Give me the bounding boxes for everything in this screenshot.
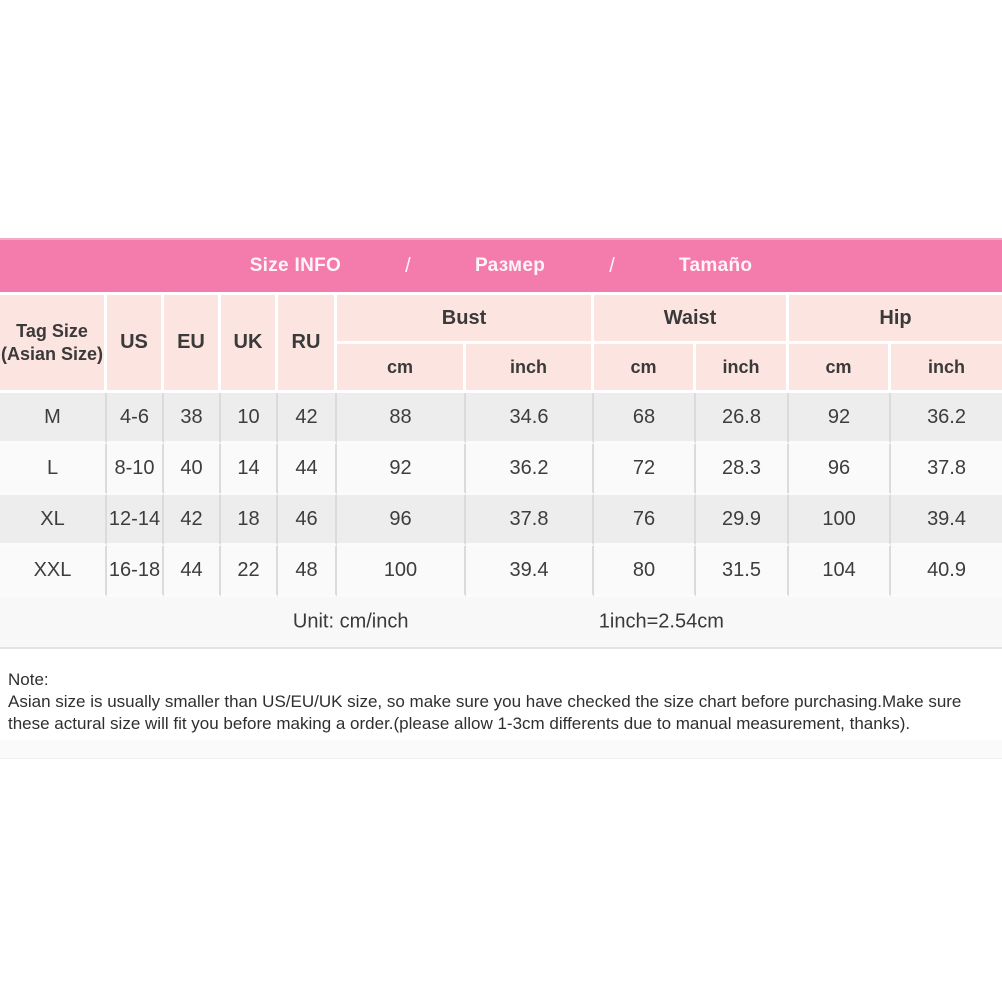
cell-bust-cm: 96 xyxy=(337,495,466,546)
group-header-hip: Hip xyxy=(789,295,1002,344)
cell-hip-cm: 92 xyxy=(789,393,892,444)
inch-conversion-label: 1inch=2.54cm xyxy=(598,610,724,633)
cell-tag: M xyxy=(0,393,107,444)
cell-uk: 22 xyxy=(221,546,278,597)
cell-ru: 42 xyxy=(278,393,337,444)
cell-uk: 10 xyxy=(221,393,278,444)
size-chart-block: Size INFO / Размер / Tamaño Tag Size (As… xyxy=(0,238,1002,649)
subheader-hip-inch: inch xyxy=(891,344,1002,393)
header-unit-row: cm inch cm inch cm inch xyxy=(0,344,1002,393)
size-table-footer: Unit: cm/inch 1inch=2.54cm xyxy=(0,597,1002,649)
cell-hip-cm: 104 xyxy=(789,546,892,597)
cell-eu: 38 xyxy=(164,393,221,444)
size-table-header: Tag Size (Asian Size) US EU UK RU Bust W… xyxy=(0,295,1002,393)
cell-eu: 42 xyxy=(164,495,221,546)
cell-waist-cm: 80 xyxy=(594,546,697,597)
cell-ru: 46 xyxy=(278,495,337,546)
cell-bust-inch: 37.8 xyxy=(466,495,595,546)
col-header-us: US xyxy=(107,295,164,393)
cell-bust-cm: 88 xyxy=(337,393,466,444)
cell-tag: L xyxy=(0,444,107,495)
cell-hip-cm: 100 xyxy=(789,495,892,546)
col-header-uk: UK xyxy=(221,295,278,393)
tag-size-line2: (Asian Size) xyxy=(0,343,104,364)
cell-bust-cm: 92 xyxy=(337,444,466,495)
subheader-bust-cm: cm xyxy=(337,344,466,393)
col-header-ru: RU xyxy=(278,295,337,393)
title-size-info: Size INFO xyxy=(249,255,342,276)
cell-waist-inch: 28.3 xyxy=(696,444,790,495)
image-bottom-strip xyxy=(0,740,1002,759)
col-header-eu: EU xyxy=(164,295,221,393)
cell-waist-cm: 68 xyxy=(594,393,697,444)
size-row-m: M 4-6 38 10 42 88 34.6 68 26.8 92 36.2 xyxy=(0,393,1002,444)
title-separator: / xyxy=(609,254,616,277)
cell-eu: 40 xyxy=(164,444,221,495)
subheader-waist-cm: cm xyxy=(594,344,697,393)
cell-bust-cm: 100 xyxy=(337,546,466,597)
note-section: Note: Asian size is usually smaller than… xyxy=(0,655,1002,735)
cell-tag: XL xyxy=(0,495,107,546)
size-table-body: M 4-6 38 10 42 88 34.6 68 26.8 92 36.2 L… xyxy=(0,393,1002,597)
cell-hip-inch: 36.2 xyxy=(891,393,1002,444)
title-separator: / xyxy=(405,254,411,277)
size-row-l: L 8-10 40 14 44 92 36.2 72 28.3 96 37.8 xyxy=(0,444,1002,495)
unit-row-cell: Unit: cm/inch 1inch=2.54cm xyxy=(0,597,1002,649)
note-line-2: these actural size will fit you before m… xyxy=(8,714,911,733)
tag-size-line1: Tag Size xyxy=(16,321,88,341)
size-row-xxl: XXL 16-18 44 22 48 100 39.4 80 31.5 104 … xyxy=(0,546,1002,597)
cell-waist-inch: 31.5 xyxy=(696,546,790,597)
cell-eu: 44 xyxy=(164,546,221,597)
cell-tag: XXL xyxy=(0,546,107,597)
cell-us: 12-14 xyxy=(107,495,164,546)
cell-bust-inch: 39.4 xyxy=(466,546,595,597)
cell-hip-inch: 39.4 xyxy=(891,495,1002,546)
header-group-row: Tag Size (Asian Size) US EU UK RU Bust W… xyxy=(0,295,1002,393)
size-row-xl: XL 12-14 42 18 46 96 37.8 76 29.9 100 39… xyxy=(0,495,1002,546)
cell-hip-inch: 40.9 xyxy=(891,546,1002,597)
group-header-waist: Waist xyxy=(594,295,790,344)
cell-bust-inch: 34.6 xyxy=(466,393,595,444)
cell-ru: 44 xyxy=(278,444,337,495)
group-header-bust: Bust xyxy=(337,295,595,344)
cell-waist-inch: 29.9 xyxy=(696,495,790,546)
subheader-bust-inch: inch xyxy=(466,344,595,393)
cell-hip-inch: 37.8 xyxy=(891,444,1002,495)
subheader-waist-inch: inch xyxy=(696,344,790,393)
cell-waist-cm: 72 xyxy=(594,444,697,495)
unit-row: Unit: cm/inch 1inch=2.54cm xyxy=(0,597,1002,649)
note-line-1: Asian size is usually smaller than US/EU… xyxy=(8,692,962,711)
note-label: Note: xyxy=(8,670,49,689)
title-tamano: Tamaño xyxy=(679,255,753,276)
cell-uk: 14 xyxy=(221,444,278,495)
cell-hip-cm: 96 xyxy=(789,444,892,495)
unit-label: Unit: cm/inch xyxy=(292,610,409,633)
cell-us: 8-10 xyxy=(107,444,164,495)
cell-ru: 48 xyxy=(278,546,337,597)
size-info-title-bar: Size INFO / Размер / Tamaño xyxy=(0,238,1002,295)
title-razmer: Размер xyxy=(474,255,546,276)
size-table: Tag Size (Asian Size) US EU UK RU Bust W… xyxy=(0,295,1002,649)
subheader-hip-cm: cm xyxy=(789,344,892,393)
cell-bust-inch: 36.2 xyxy=(466,444,595,495)
cell-waist-inch: 26.8 xyxy=(696,393,790,444)
cell-us: 4-6 xyxy=(107,393,164,444)
cell-us: 16-18 xyxy=(107,546,164,597)
cell-uk: 18 xyxy=(221,495,278,546)
col-header-tag-size: Tag Size (Asian Size) xyxy=(0,295,107,393)
cell-waist-cm: 76 xyxy=(594,495,697,546)
